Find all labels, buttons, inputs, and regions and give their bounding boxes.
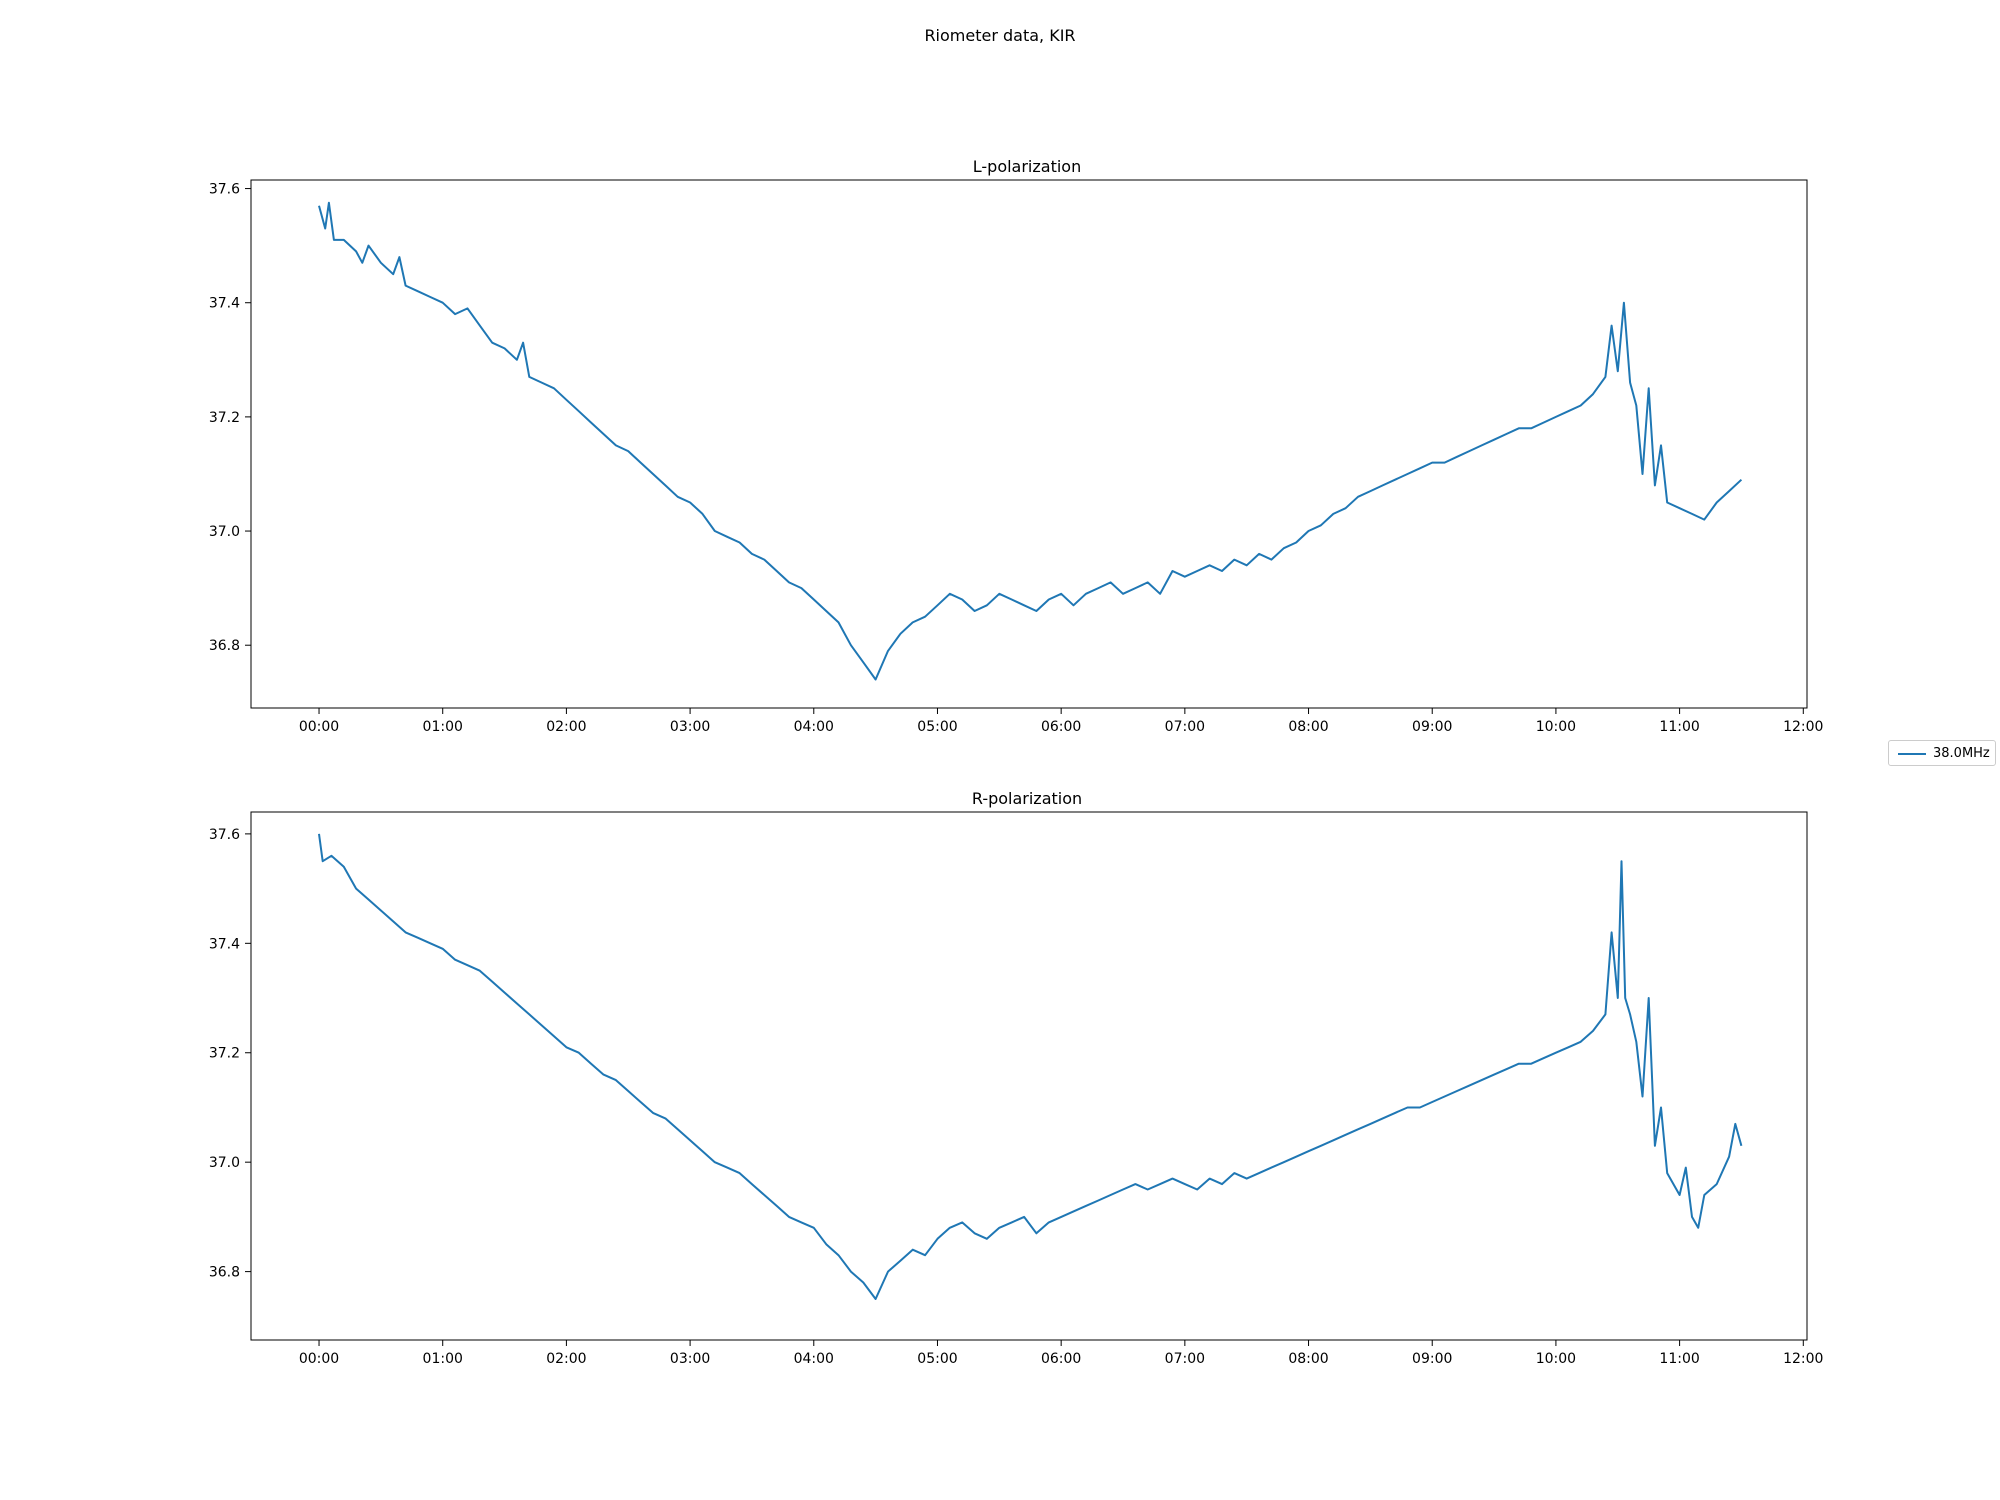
x-tick-label-r-polarization: 08:00 — [1288, 1351, 1328, 1367]
y-tick-label-l-polarization: 37.4 — [209, 296, 240, 312]
x-tick-label-l-polarization: 05:00 — [917, 719, 957, 735]
y-tick-label-r-polarization: 37.0 — [209, 1155, 240, 1171]
x-tick-label-l-polarization: 10:00 — [1536, 719, 1576, 735]
x-tick-label-r-polarization: 10:00 — [1536, 1351, 1576, 1367]
x-tick-label-r-polarization: 05:00 — [917, 1351, 957, 1367]
x-tick-label-l-polarization: 09:00 — [1412, 719, 1452, 735]
x-tick-label-r-polarization: 01:00 — [423, 1351, 463, 1367]
y-ticks-l-polarization: 36.8 37.0 37.2 37.4 37.6 — [209, 182, 251, 654]
axes-title-l-polarization: L-polarization — [973, 157, 1081, 176]
x-tick-label-l-polarization: 08:00 — [1288, 719, 1328, 735]
x-tick-label-r-polarization: 07:00 — [1165, 1351, 1205, 1367]
legend: 38.0MHz — [1888, 740, 1996, 766]
axes-r-polarization: R-polarization 00:00 01:00 02:00 03:00 04:00… — [209, 789, 1824, 1367]
x-tick-label-r-polarization: 04:00 — [794, 1351, 834, 1367]
y-tick-label-l-polarization: 36.8 — [209, 638, 240, 654]
y-tick-label-l-polarization: 37.2 — [209, 410, 240, 426]
y-tick-label-r-polarization: 36.8 — [209, 1265, 240, 1281]
x-tick-label-l-polarization: 04:00 — [794, 719, 834, 735]
x-tick-label-r-polarization: 06:00 — [1041, 1351, 1081, 1367]
axes-l-polarization: L-polarization 00:00 01:00 02:00 03:00 04:00… — [209, 157, 1824, 735]
x-tick-label-l-polarization: 12:00 — [1783, 719, 1823, 735]
x-tick-label-l-polarization: 00:00 — [299, 719, 339, 735]
series-line-38mhz-r-polarization — [318, 833, 1743, 1300]
figure-title: Riometer data, KIR — [924, 26, 1076, 45]
legend-line-swatch — [1898, 753, 1926, 755]
y-tick-label-l-polarization: 37.6 — [209, 182, 240, 198]
axes-frame-l-polarization — [250, 179, 1808, 709]
x-tick-label-l-polarization: 07:00 — [1165, 719, 1205, 735]
x-tick-label-r-polarization: 11:00 — [1659, 1351, 1699, 1367]
axes-frame-r-polarization — [250, 811, 1808, 1341]
y-ticks-r-polarization: 36.8 37.0 37.2 37.4 37.6 — [209, 827, 251, 1281]
y-tick-label-r-polarization: 37.4 — [209, 936, 240, 952]
x-ticks-l-polarization: 00:00 01:00 02:00 03:00 04:00 05:00 06:00 07:00… — [299, 708, 1823, 735]
x-tick-label-r-polarization: 12:00 — [1783, 1351, 1823, 1367]
x-tick-label-r-polarization: 02:00 — [546, 1351, 586, 1367]
x-tick-label-l-polarization: 03:00 — [670, 719, 710, 735]
y-tick-label-l-polarization: 37.0 — [209, 524, 240, 540]
axes-title-r-polarization: R-polarization — [972, 789, 1082, 808]
x-tick-label-l-polarization: 02:00 — [546, 719, 586, 735]
y-tick-label-r-polarization: 37.6 — [209, 827, 240, 843]
legend-label: 38.0MHz — [1933, 746, 1990, 761]
x-tick-label-r-polarization: 03:00 — [670, 1351, 710, 1367]
x-ticks-r-polarization: 00:00 01:00 02:00 03:00 04:00 05:00 06:00 07:00… — [299, 1340, 1823, 1367]
x-tick-label-l-polarization: 01:00 — [423, 719, 463, 735]
x-tick-label-r-polarization: 09:00 — [1412, 1351, 1452, 1367]
x-tick-label-r-polarization: 00:00 — [299, 1351, 339, 1367]
series-line-38mhz-l-polarization — [318, 201, 1743, 681]
y-tick-label-r-polarization: 37.2 — [209, 1046, 240, 1062]
x-tick-label-l-polarization: 11:00 — [1659, 719, 1699, 735]
x-tick-label-l-polarization: 06:00 — [1041, 719, 1081, 735]
